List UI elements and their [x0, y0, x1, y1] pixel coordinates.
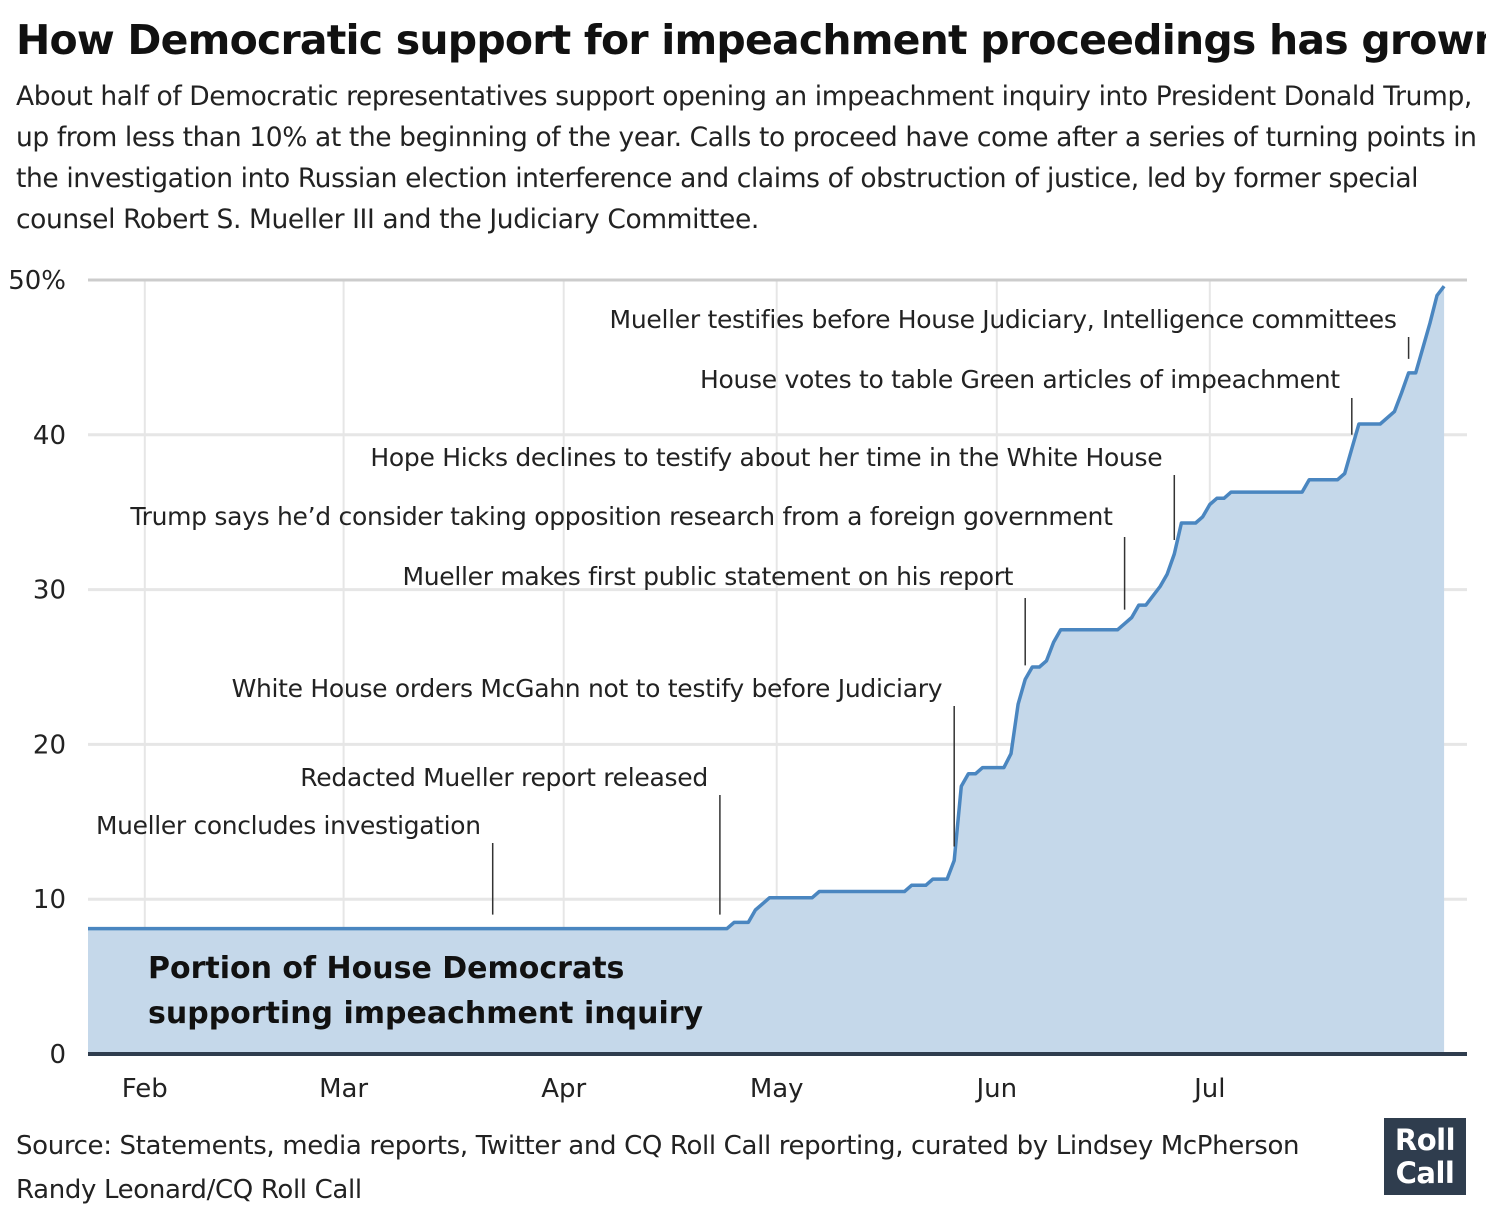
annotation-label: Hope Hicks declines to testify about her…	[370, 443, 1162, 472]
y-tick-label: 50%	[8, 266, 66, 296]
series-label-line: Portion of House Democrats	[148, 951, 624, 986]
annotation-label: Trump says he’d consider taking oppositi…	[129, 502, 1113, 531]
annotation-label: Redacted Mueller report released	[300, 763, 708, 792]
x-tick-label: Jul	[1192, 1074, 1225, 1104]
area-chart: 0 10 20 30 40 50% Feb Mar Apr May Jun Jul Mueller …	[8, 266, 1467, 1104]
source-note: Source: Statements, media reports, Twitt…	[16, 1131, 1300, 1161]
series-area	[88, 286, 1445, 1054]
series-label: Portion of House Democrats supporting imp…	[148, 951, 704, 1031]
annotation-label: House votes to table Green articles of i…	[700, 365, 1340, 394]
annotations: Mueller concludes investigation Redacted …	[96, 305, 1410, 915]
series-label-line: supporting impeachment inquiry	[148, 996, 704, 1031]
x-tick-label: Mar	[319, 1074, 368, 1104]
annotation-label: Mueller makes first public statement on …	[402, 562, 1013, 591]
series-line	[88, 285, 1446, 931]
y-tick-label: 0	[49, 1040, 66, 1070]
credit-note: Randy Leonard/CQ Roll Call	[16, 1175, 362, 1205]
y-tick-label: 30	[33, 576, 66, 606]
y-tick-label: 10	[33, 885, 66, 915]
logo-line-1: Roll	[1394, 1123, 1456, 1157]
chart-title: How Democratic support for impeachment p…	[16, 16, 1486, 64]
y-tick-label: 40	[33, 421, 66, 451]
x-tick-label: Apr	[541, 1074, 586, 1104]
y-axis-ticks: 0 10 20 30 40 50%	[8, 266, 66, 1070]
chart-subtitle: About half of Democratic representatives…	[16, 81, 1477, 235]
annotation-label: Mueller concludes investigation	[96, 811, 481, 840]
y-tick-label: 20	[33, 730, 66, 760]
logo-line-2: Call	[1395, 1156, 1455, 1190]
x-tick-label: Feb	[122, 1074, 168, 1104]
annotation-label: White House orders McGahn not to testify…	[232, 674, 943, 703]
x-tick-label: Jun	[974, 1074, 1017, 1104]
annotation-label: Mueller testifies before House Judiciary…	[610, 305, 1397, 334]
data-area-layer	[88, 285, 1467, 1056]
roll-call-logo: Roll Call	[1384, 1118, 1466, 1195]
x-tick-label: May	[750, 1074, 804, 1104]
x-axis-ticks: Feb Mar Apr May Jun Jul	[122, 1074, 1226, 1104]
